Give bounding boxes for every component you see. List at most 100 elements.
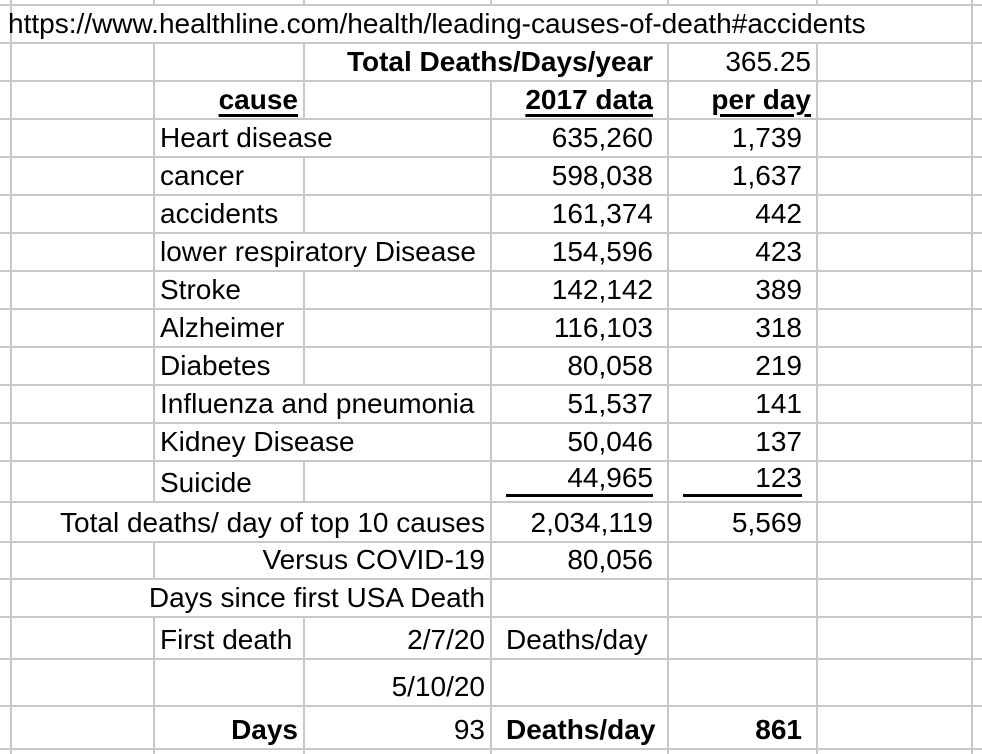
url-row-cell-2[interactable] [973, 6, 982, 44]
filler-top-cell-6[interactable] [818, 0, 973, 6]
versus-covid-label[interactable]: Versus COVID-19 [155, 543, 492, 580]
row-accidents-cell-1[interactable] [4, 196, 155, 234]
deaths-kidney[interactable]: 50,046 [492, 424, 669, 462]
totals-header-row-cell-1[interactable] [4, 44, 155, 82]
row-accidents-cell-7[interactable] [973, 196, 982, 234]
row-first-death-cell-1[interactable] [4, 618, 155, 660]
perday-suicide[interactable]: 123 [669, 462, 818, 503]
row-versus-covid-cell-6[interactable] [973, 543, 982, 580]
row-end-date-cell-2[interactable] [155, 660, 305, 707]
row-alzheimer-cell-7[interactable] [973, 310, 982, 348]
cause-heart-disease[interactable]: Heart disease [155, 120, 492, 158]
column-headers-row-cell-1[interactable] [4, 82, 155, 120]
deaths-stroke[interactable]: 142,142 [492, 272, 669, 310]
cause-stroke[interactable]: Stroke [155, 272, 305, 310]
perday-stroke[interactable]: 389 [669, 272, 818, 310]
row-end-date-cell-6[interactable] [818, 660, 973, 707]
row-heart-disease-cell-6[interactable] [973, 120, 982, 158]
row-alzheimer-cell-3[interactable] [305, 310, 492, 348]
row-cancer-cell-3[interactable] [305, 158, 492, 196]
row-kidney-cell-5[interactable] [818, 424, 973, 462]
filler-top-cell-5[interactable] [669, 0, 818, 6]
perday-lower-respiratory[interactable]: 423 [669, 234, 818, 272]
filler-bottom-cell-7[interactable] [973, 750, 982, 754]
days-since-first-death-label[interactable]: Days since first USA Death [4, 580, 492, 618]
covid-deaths-value[interactable]: 80,056 [492, 543, 669, 580]
row-days-since-cell-4[interactable] [818, 580, 973, 618]
row-versus-covid-cell-4[interactable] [669, 543, 818, 580]
row-suicide-cell-1[interactable] [4, 462, 155, 503]
cause-lower-respiratory[interactable]: lower respiratory Disease [155, 234, 492, 272]
row-lower-respiratory-cell-1[interactable] [4, 234, 155, 272]
days-label[interactable]: Days [155, 707, 305, 750]
total-top10-label[interactable]: Total deaths/ day of top 10 causes [4, 503, 492, 543]
cause-kidney[interactable]: Kidney Disease [155, 424, 492, 462]
column-headers-row-cell-7[interactable] [973, 82, 982, 120]
row-diabetes-cell-6[interactable] [818, 348, 973, 386]
deaths-alzheimer[interactable]: 116,103 [492, 310, 669, 348]
row-accidents-cell-6[interactable] [818, 196, 973, 234]
filler-bottom-cell-2[interactable] [155, 750, 305, 754]
row-days-calc-cell-6[interactable] [818, 707, 973, 750]
cause-accidents[interactable]: accidents [155, 196, 305, 234]
row-end-date-cell-1[interactable] [4, 660, 155, 707]
row-lower-respiratory-cell-5[interactable] [818, 234, 973, 272]
row-stroke-cell-1[interactable] [4, 272, 155, 310]
row-days-calc-cell-1[interactable] [4, 707, 155, 750]
column-headers-row-cell-6[interactable] [818, 82, 973, 120]
row-alzheimer-cell-6[interactable] [818, 310, 973, 348]
row-lower-respiratory-cell-6[interactable] [973, 234, 982, 272]
row-days-since-cell-5[interactable] [973, 580, 982, 618]
totals-header-row-cell-5[interactable] [818, 44, 973, 82]
perday-cancer[interactable]: 1,637 [669, 158, 818, 196]
row-versus-covid-cell-5[interactable] [818, 543, 973, 580]
total-top10-deaths[interactable]: 2,034,119 [492, 503, 669, 543]
deaths-suicide[interactable]: 44,965 [492, 462, 669, 503]
row-diabetes-cell-7[interactable] [973, 348, 982, 386]
row-influenza-cell-6[interactable] [973, 386, 982, 424]
deaths-per-day-label-2[interactable]: Deaths/day [492, 707, 669, 750]
row-suicide-cell-7[interactable] [973, 462, 982, 503]
filler-top-cell-1[interactable] [4, 0, 155, 6]
row-suicide-cell-3[interactable] [305, 462, 492, 503]
deaths-diabetes[interactable]: 80,058 [492, 348, 669, 386]
days-value[interactable]: 93 [305, 707, 492, 750]
deaths-heart-disease[interactable]: 635,260 [492, 120, 669, 158]
row-influenza-cell-1[interactable] [4, 386, 155, 424]
row-kidney-cell-6[interactable] [973, 424, 982, 462]
filler-top-cell-2[interactable] [155, 0, 305, 6]
data-2017-header[interactable]: 2017 data [492, 82, 669, 120]
row-alzheimer-cell-1[interactable] [4, 310, 155, 348]
row-total-top10-cell-4[interactable] [818, 503, 973, 543]
row-days-since-cell-2[interactable] [492, 580, 669, 618]
row-days-since-cell-3[interactable] [669, 580, 818, 618]
perday-accidents[interactable]: 442 [669, 196, 818, 234]
perday-alzheimer[interactable]: 318 [669, 310, 818, 348]
row-days-calc-cell-7[interactable] [973, 707, 982, 750]
row-versus-covid-cell-1[interactable] [4, 543, 155, 580]
deaths-per-day-value[interactable]: 861 [669, 707, 818, 750]
cause-alzheimer[interactable]: Alzheimer [155, 310, 305, 348]
deaths-lower-respiratory[interactable]: 154,596 [492, 234, 669, 272]
row-first-death-cell-7[interactable] [973, 618, 982, 660]
cause-influenza[interactable]: Influenza and pneumonia [155, 386, 492, 424]
row-suicide-cell-6[interactable] [818, 462, 973, 503]
filler-bottom-cell-1[interactable] [4, 750, 155, 754]
row-cancer-cell-1[interactable] [4, 158, 155, 196]
cause-header[interactable]: cause [155, 82, 305, 120]
row-diabetes-cell-1[interactable] [4, 348, 155, 386]
row-accidents-cell-3[interactable] [305, 196, 492, 234]
row-first-death-cell-5[interactable] [669, 618, 818, 660]
row-heart-disease-cell-1[interactable] [4, 120, 155, 158]
row-heart-disease-cell-5[interactable] [818, 120, 973, 158]
row-end-date-cell-5[interactable] [669, 660, 818, 707]
first-death-date[interactable]: 2/7/20 [305, 618, 492, 660]
perday-diabetes[interactable]: 219 [669, 348, 818, 386]
row-cancer-cell-7[interactable] [973, 158, 982, 196]
first-death-label[interactable]: First death [155, 618, 305, 660]
filler-bottom-cell-4[interactable] [492, 750, 669, 754]
filler-top-cell-4[interactable] [492, 0, 669, 6]
perday-kidney[interactable]: 137 [669, 424, 818, 462]
filler-bottom-cell-6[interactable] [818, 750, 973, 754]
row-kidney-cell-1[interactable] [4, 424, 155, 462]
